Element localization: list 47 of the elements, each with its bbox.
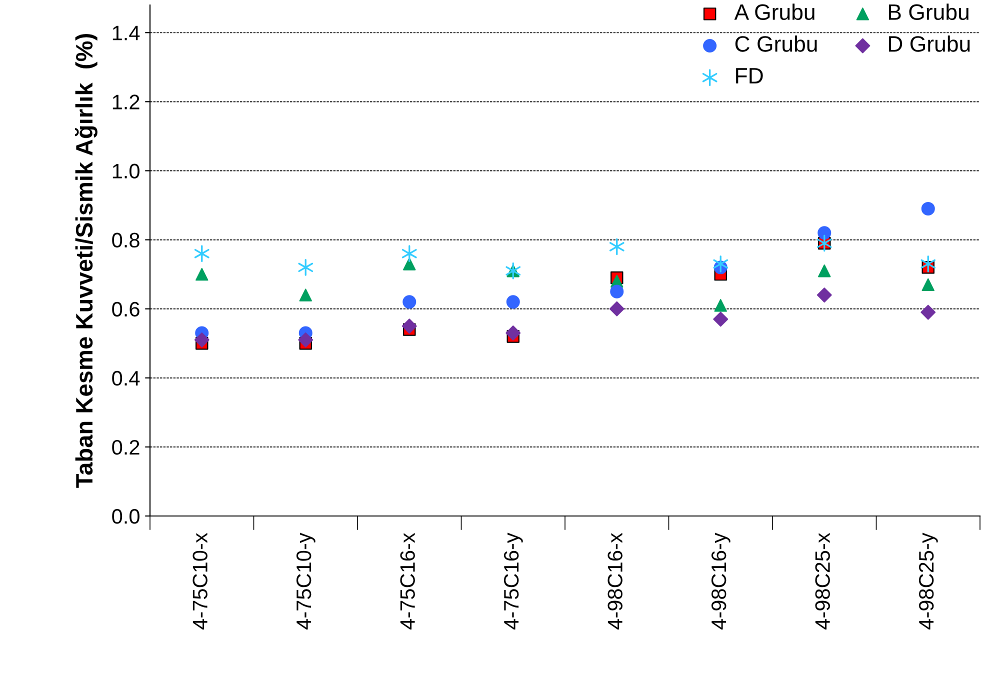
point xyxy=(506,326,521,341)
x-tick-label: 4-75C10-x xyxy=(192,532,208,630)
y-tick-label: 0.2 xyxy=(112,440,140,455)
point xyxy=(920,304,936,320)
point xyxy=(713,312,728,327)
x-tick-label: 4-75C10-y xyxy=(296,532,316,630)
point xyxy=(714,299,727,312)
point xyxy=(610,284,624,298)
point xyxy=(196,268,208,281)
point xyxy=(816,288,832,303)
y-tick-label: 0.4 xyxy=(112,370,140,386)
point xyxy=(920,256,936,272)
x-tick-label: 4-75C16-y xyxy=(504,532,523,630)
point xyxy=(921,202,935,216)
legend-label: C Grubu xyxy=(735,35,817,52)
x-tick-label: 4-98C16-y xyxy=(711,532,730,630)
point xyxy=(818,264,831,278)
point xyxy=(402,245,417,262)
x-tick-label: 4-98C16-x xyxy=(608,532,622,630)
point xyxy=(402,295,416,309)
point xyxy=(298,258,314,276)
y-tick-label: 1.0 xyxy=(112,164,140,178)
point xyxy=(922,278,934,292)
x-tick-label: 4-75C16-x xyxy=(400,532,415,630)
point xyxy=(713,256,728,272)
y-axis-title: Taban Kesme Kuvveti/Sismik Ağırlık (%) xyxy=(75,34,98,488)
point xyxy=(609,238,624,256)
point xyxy=(403,258,416,270)
point xyxy=(194,332,210,348)
legend-label: B Grubu xyxy=(888,4,968,20)
legend-label: A Grubu xyxy=(734,4,814,20)
y-tick-label: 0.0 xyxy=(112,509,140,524)
point xyxy=(298,332,314,348)
x-tick-label: 4-98C25-x xyxy=(815,532,830,630)
legend-label: FD xyxy=(736,68,763,84)
point xyxy=(194,245,210,262)
point xyxy=(609,301,624,316)
y-tick-label: 1.2 xyxy=(112,94,140,110)
point xyxy=(402,318,417,334)
point xyxy=(818,226,832,240)
legend-label: D Grubu xyxy=(888,35,970,52)
y-tick-label: 0.6 xyxy=(112,302,140,317)
point xyxy=(299,288,312,302)
point xyxy=(506,295,520,309)
y-tick-label: 0.8 xyxy=(112,232,140,248)
y-tick-label: 1.4 xyxy=(112,26,140,40)
x-tick-label: 4-98C25-y xyxy=(918,532,938,630)
